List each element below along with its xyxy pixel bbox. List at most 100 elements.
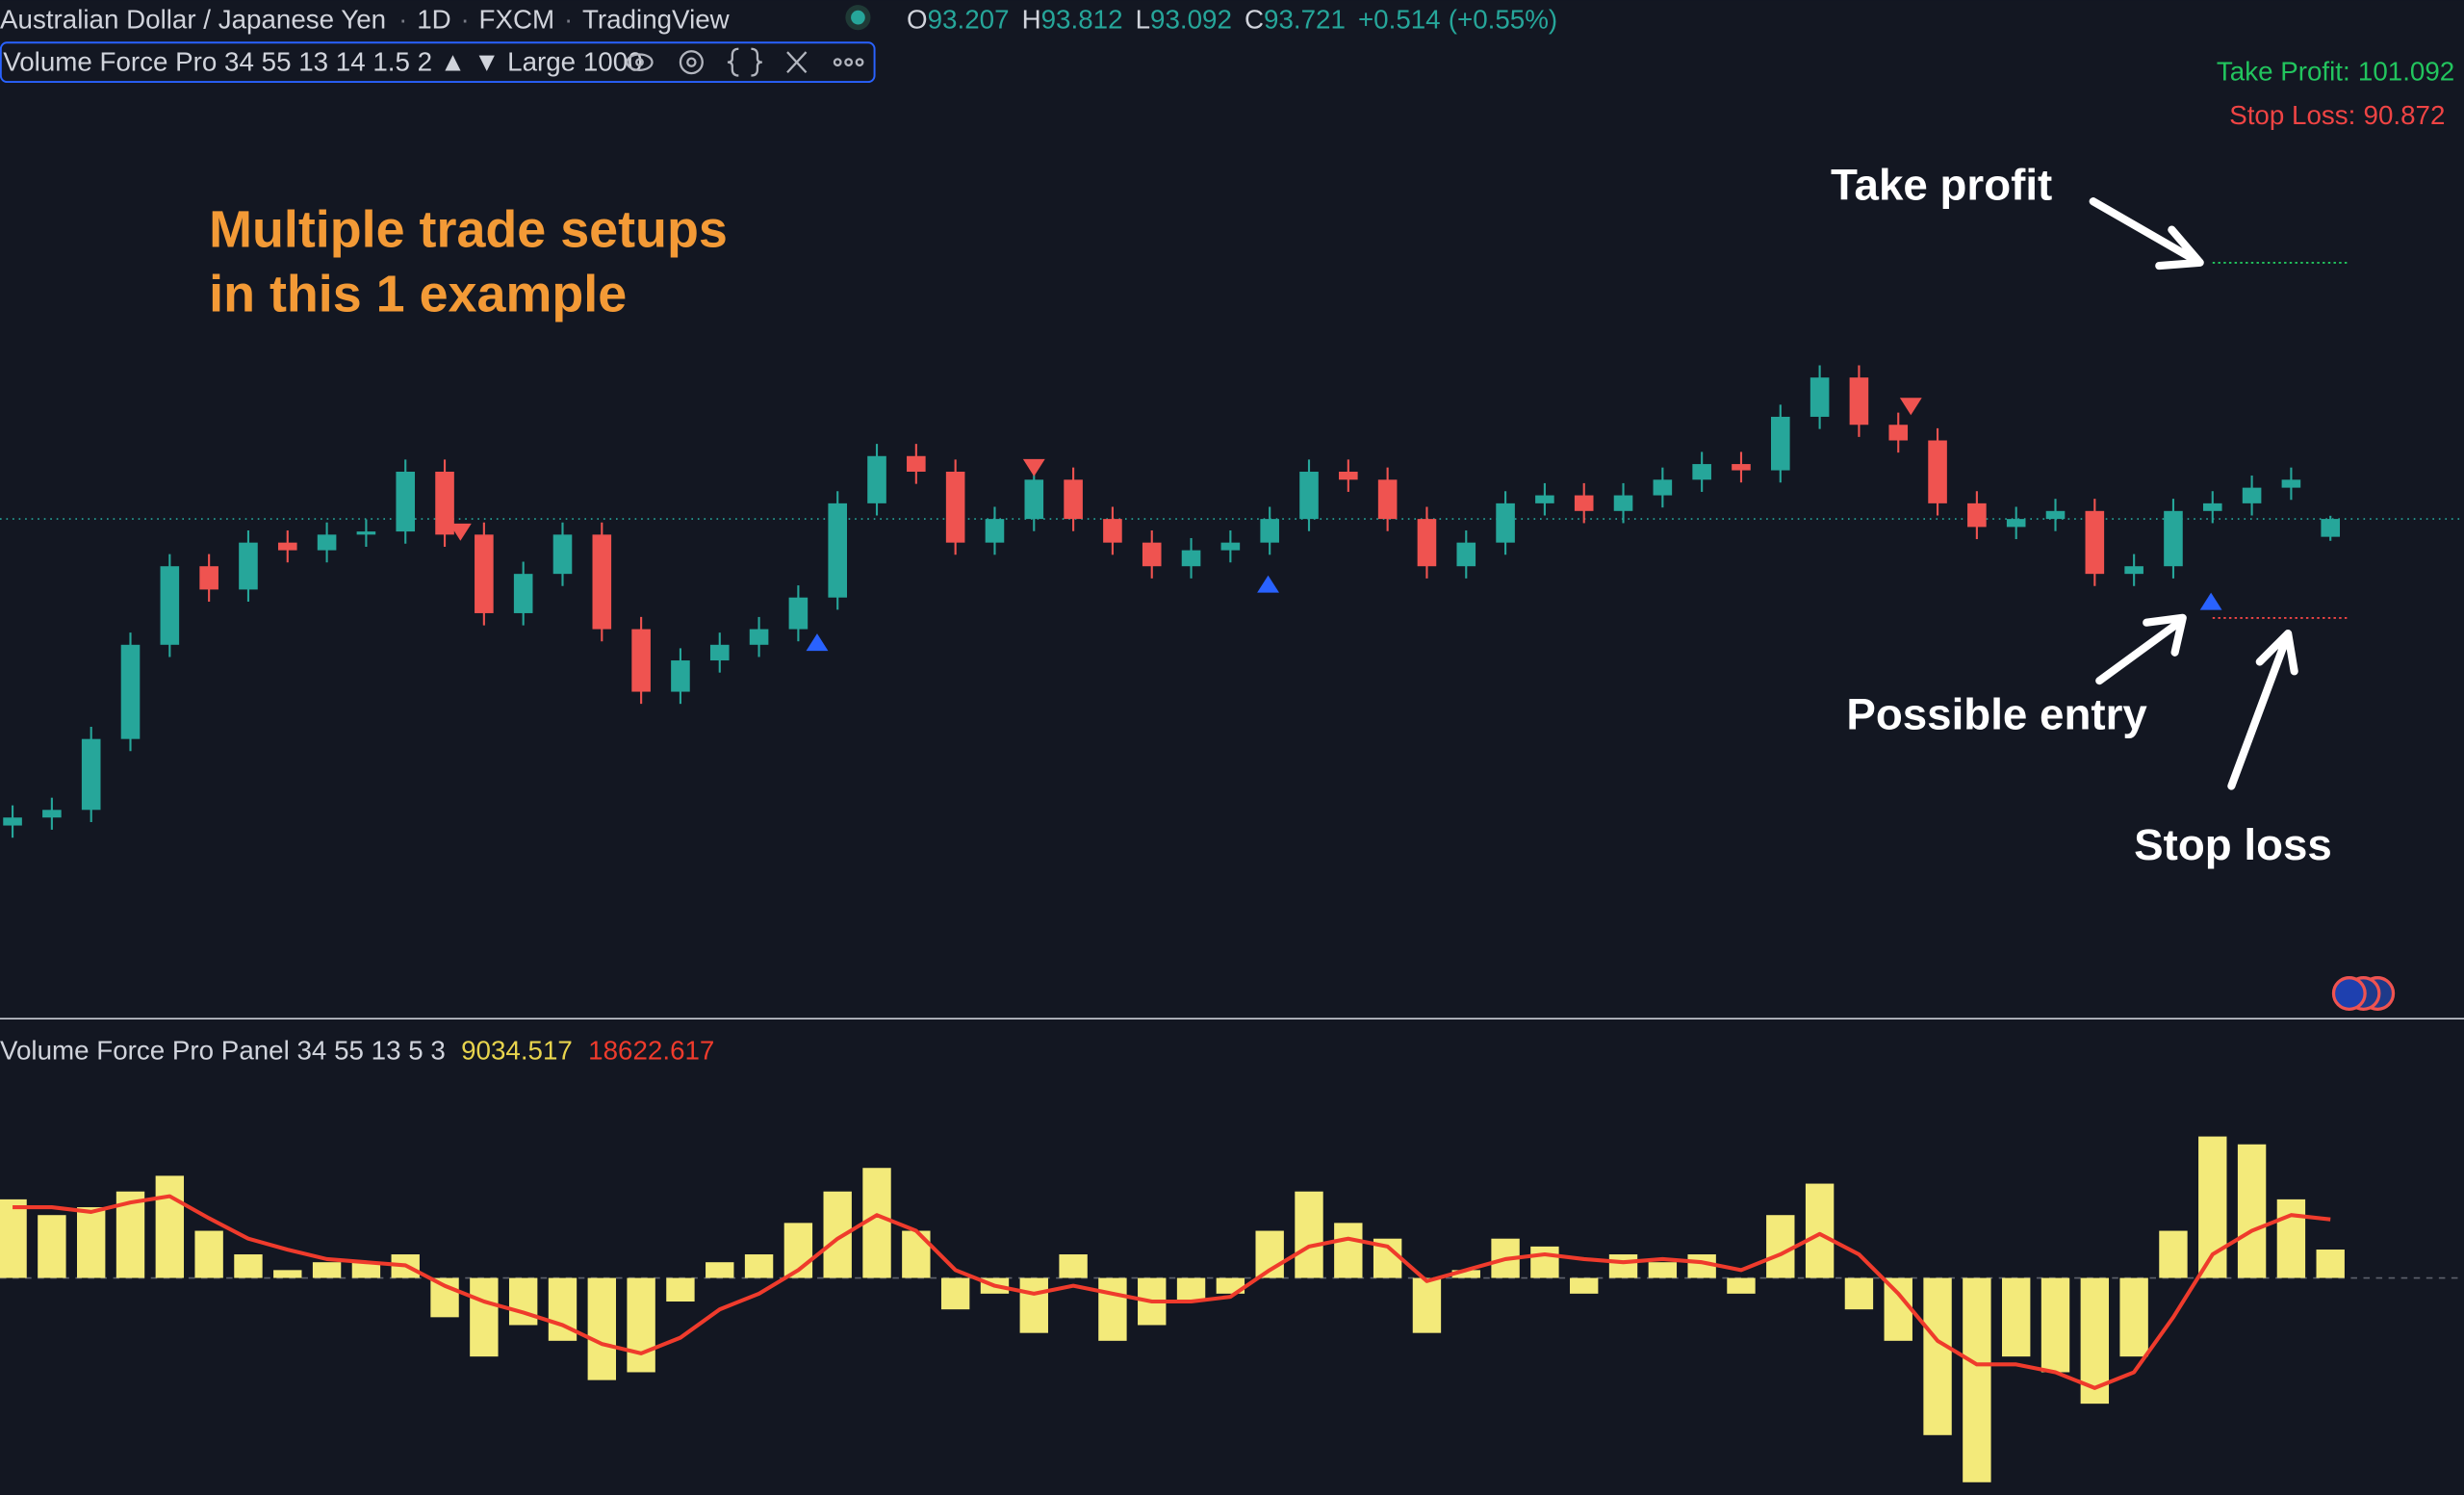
candle-body: [396, 472, 416, 532]
volume-bar: [155, 1175, 185, 1278]
candle-body: [945, 472, 965, 543]
candle-body: [1260, 519, 1279, 543]
symbol: Australian Dollar / Japanese Yen: [0, 5, 386, 35]
headline: Multiple trade setups: [209, 200, 728, 258]
remove-icon[interactable]: [786, 51, 808, 74]
interval: 1D: [417, 5, 450, 35]
candle-body: [828, 503, 847, 598]
candle-body: [513, 574, 533, 613]
volume-bar: [1059, 1254, 1088, 1278]
panel-signal: 18622.617: [588, 1036, 714, 1066]
candle-body: [1103, 519, 1122, 543]
volume-bar: [2119, 1277, 2148, 1357]
volume-bar: [312, 1262, 342, 1278]
ohlc: O93.207 H93.812 L93.092 C93.721 +0.514 (+0.55…: [907, 5, 1557, 35]
volume-bar: [1844, 1277, 1874, 1310]
volume-bar: [940, 1277, 970, 1310]
volume-bar: [273, 1270, 302, 1278]
candle-body: [120, 644, 141, 739]
volume-bar: [744, 1254, 774, 1278]
volume-bar: [706, 1262, 734, 1278]
dot: ·: [564, 5, 573, 35]
volume-bar: [1963, 1277, 1991, 1482]
candle-body: [1849, 377, 1869, 425]
price-pane: [0, 261, 2464, 838]
level-value: 90.872: [2364, 100, 2446, 130]
sell-signal: [1899, 398, 1922, 416]
volume-bar: [508, 1277, 538, 1326]
candle-body: [2006, 519, 2026, 528]
more-dot: [855, 58, 864, 67]
ohlc-value: 93.207: [928, 5, 1010, 35]
source: FXCM: [479, 5, 555, 35]
ohlc-value: 93.092: [1150, 5, 1232, 35]
volume-bar: [1766, 1215, 1795, 1278]
volume-bar: [2002, 1277, 2031, 1357]
signal-line: [13, 1194, 2331, 1390]
volume-bar: [666, 1277, 695, 1302]
candle-body: [199, 566, 218, 590]
buy-signal: [806, 633, 829, 652]
volume-bar: [194, 1230, 223, 1278]
annotation: Take profit: [1831, 161, 2052, 210]
candle-body: [475, 534, 494, 613]
volume-bar: [1727, 1277, 1756, 1294]
candle-body: [160, 566, 180, 645]
candle-body: [788, 597, 808, 630]
candle-body: [435, 472, 454, 535]
arrow: [2227, 630, 2298, 790]
panel-legend: Volume Force Pro Panel 34 55 13 5 3 9034.…: [0, 1036, 714, 1066]
candle-body: [1064, 479, 1083, 520]
buy-signal: [2199, 592, 2222, 610]
volume-bar: [1176, 1277, 1206, 1302]
candle-body: [1613, 495, 1633, 511]
volume-bar: [1334, 1223, 1363, 1278]
more-icon[interactable]: [833, 58, 842, 67]
arrows: [2089, 197, 2298, 790]
take-profit-label: Take Profit: 101.092: [2217, 56, 2454, 86]
volume-bar: [38, 1215, 66, 1278]
visibility-pupil: [635, 58, 644, 67]
candle-body: [277, 542, 297, 551]
level-label: Stop Loss:: [2229, 100, 2355, 130]
volume-bar: [470, 1277, 499, 1357]
change: +0.514: [1358, 5, 1441, 35]
volume-bar: [1608, 1254, 1638, 1278]
candle-body: [42, 810, 62, 818]
candle-body: [631, 629, 651, 692]
volume-bar: [234, 1254, 263, 1278]
arrow: [2089, 197, 2204, 271]
candle-body: [2124, 566, 2143, 575]
candle-body: [2281, 479, 2301, 488]
sell-signal: [1022, 458, 1045, 477]
candle-body: [356, 531, 376, 535]
ohlc-value: 93.812: [1041, 5, 1123, 35]
volume-bar: [2040, 1277, 2070, 1373]
settings-icon[interactable]: [679, 50, 704, 75]
candle-body: [1299, 472, 1319, 520]
indicator-legend[interactable]: [0, 41, 876, 84]
candle-body: [1535, 495, 1554, 503]
indicator-name: Volume Force Pro 34 55 13 14 1.5 2 ▲ ▼ L…: [3, 47, 642, 77]
settings-center: [686, 57, 697, 67]
candle-body: [1653, 479, 1673, 496]
visibility-icon[interactable]: [626, 53, 654, 71]
volume-bar: [1451, 1270, 1480, 1278]
volume-bar: [1648, 1262, 1678, 1278]
volume-bar: [1884, 1277, 1912, 1341]
ohlc-value: 93.721: [1264, 5, 1346, 35]
candle-body: [592, 534, 612, 630]
flag[interactable]: [2331, 976, 2367, 1011]
candle-body: [552, 534, 573, 575]
currency-flags: [2331, 976, 2396, 1011]
indicator-pane: [0, 1136, 2464, 1482]
volume-bar: [351, 1262, 381, 1278]
candle-body: [2242, 487, 2262, 503]
candle-body: [1024, 479, 1044, 520]
candle-body: [2202, 503, 2222, 511]
source-icon[interactable]: [727, 47, 762, 77]
change-pct: (+0.55%): [1449, 5, 1557, 35]
candle-body: [1339, 472, 1358, 480]
level-value: 101.092: [2358, 56, 2454, 86]
dot: ·: [398, 5, 407, 35]
